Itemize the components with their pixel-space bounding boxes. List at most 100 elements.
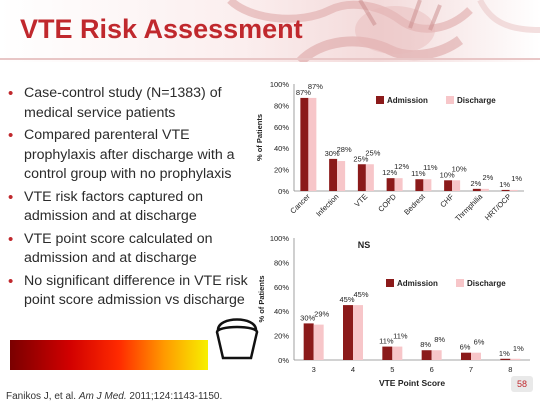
title-divider <box>0 58 540 60</box>
x-tick-label: 3 <box>312 365 316 374</box>
data-label: 8% <box>434 335 445 344</box>
bar-admission <box>444 180 453 191</box>
bar-discharge <box>480 188 489 191</box>
slide-title: VTE Risk Assessment <box>20 14 303 44</box>
page-number: 58 <box>511 376 533 392</box>
x-axis-label: VTE Point Score <box>379 378 445 388</box>
data-label: 11% <box>423 163 438 172</box>
legend-label: Admission <box>397 279 438 288</box>
chart-title: NS <box>358 240 371 250</box>
x-tick-label: 7 <box>469 365 473 374</box>
y-tick-label: 0% <box>278 187 289 196</box>
bullet-item: Case-control study (N=1383) of medical s… <box>6 84 254 123</box>
bar-admission <box>329 158 338 191</box>
data-label: 12% <box>382 168 397 177</box>
y-tick-label: 20% <box>274 332 289 341</box>
data-label: 11% <box>379 337 394 346</box>
bar-discharge <box>431 350 442 360</box>
data-label: 25% <box>353 154 368 163</box>
bar-discharge <box>353 305 363 360</box>
citation-details: 2011;124:1143-1150. <box>129 391 223 402</box>
data-label: 8% <box>420 340 431 349</box>
legend-swatch-admission <box>376 96 384 104</box>
data-label: 2% <box>482 173 493 182</box>
x-tick-label: Bedrest <box>402 191 427 216</box>
bar-admission <box>303 323 314 360</box>
legend-label: Admission <box>387 96 428 105</box>
bar-admission <box>472 188 481 191</box>
data-label: 10% <box>452 164 467 173</box>
bullet-item: No significant difference in VTE risk po… <box>6 272 254 311</box>
x-tick-label: CHF <box>438 192 456 210</box>
x-tick-label: 5 <box>390 365 394 374</box>
citation-journal: Am J Med. <box>78 391 127 402</box>
y-tick-label: 0% <box>278 356 289 365</box>
data-label: 6% <box>474 338 485 347</box>
x-tick-label: HRT/OCP <box>483 192 513 222</box>
bar-discharge <box>471 352 481 360</box>
y-tick-label: 20% <box>274 166 289 175</box>
data-label: 10% <box>440 170 455 179</box>
data-label: 1% <box>499 349 510 358</box>
data-label: 1% <box>513 344 524 353</box>
data-label: 30% <box>300 313 315 322</box>
legend-swatch-discharge <box>446 96 454 104</box>
bar-discharge <box>392 346 403 360</box>
y-axis-label: % of Patients <box>257 275 266 322</box>
y-axis-label: % of Patients <box>255 114 264 161</box>
bucket-icon <box>215 318 259 360</box>
data-label: 12% <box>394 162 409 171</box>
bullet-list: Case-control study (N=1383) of medical s… <box>6 84 254 314</box>
data-label: 45% <box>339 295 354 304</box>
x-tick-label: Thrmphilia <box>453 191 485 223</box>
risk-factors-chart: 0% 20% 40% 60% 80% 100% % of Patients 87% 87% Can… <box>252 76 538 233</box>
bar-admission <box>421 350 432 360</box>
x-tick-label: COPD <box>376 192 398 214</box>
data-label: 29% <box>314 310 329 319</box>
y-tick-label: 80% <box>274 101 289 110</box>
data-label: 45% <box>353 290 368 299</box>
citation: Fanikos J, et al. Am J Med. 2011;124:114… <box>6 391 222 402</box>
bullet-item: Compared parenteral VTE prophylaxis afte… <box>6 126 254 185</box>
data-label: 1% <box>499 180 510 189</box>
data-label: 6% <box>460 343 471 352</box>
bar-discharge <box>423 179 432 191</box>
bar-admission <box>500 358 511 360</box>
point-score-chart-svg: 0%20%40%60%80%100%% of Patients 30%29%345… <box>257 234 530 388</box>
y-tick-label: 40% <box>274 144 289 153</box>
header-banner <box>0 0 540 62</box>
bar-admission <box>357 164 366 191</box>
bar-admission <box>343 305 353 360</box>
y-tick-label: 60% <box>274 283 289 292</box>
data-label: 28% <box>337 145 352 154</box>
legend-label: Discharge <box>467 279 506 288</box>
risk-gradient-bar <box>10 340 208 370</box>
x-tick-label: VTE <box>353 192 370 209</box>
x-tick-label: 8 <box>508 365 512 374</box>
data-label: 1% <box>511 174 522 183</box>
y-tick-label: 60% <box>274 123 289 132</box>
bar-discharge <box>337 161 346 191</box>
citation-authors: Fanikos J, et al. <box>6 391 77 402</box>
legend-label: Discharge <box>457 96 496 105</box>
bar-admission <box>382 346 393 360</box>
bar-discharge <box>510 358 521 360</box>
bar-discharge <box>452 180 461 191</box>
data-label: 2% <box>470 179 481 188</box>
legend-swatch-discharge <box>456 279 464 287</box>
y-tick-label: 40% <box>274 307 289 316</box>
risk-factors-chart-svg: 0% 20% 40% 60% 80% 100% % of Patients 87%87% Can… <box>255 80 524 223</box>
bar-discharge <box>509 189 518 191</box>
data-label: 30% <box>325 149 340 158</box>
bar-admission <box>461 352 471 360</box>
data-label: 87% <box>296 88 311 97</box>
bar-admission <box>386 178 395 191</box>
bar-discharge <box>365 164 374 191</box>
x-tick-label: Infection <box>314 192 340 218</box>
anatomy-illustration <box>227 0 540 62</box>
data-label: 11% <box>393 332 408 341</box>
x-tick-label: 6 <box>430 365 434 374</box>
bullet-item: VTE point score calculated on admission … <box>6 230 254 269</box>
y-tick-label: 100% <box>270 80 290 89</box>
bar-admission <box>300 97 309 191</box>
